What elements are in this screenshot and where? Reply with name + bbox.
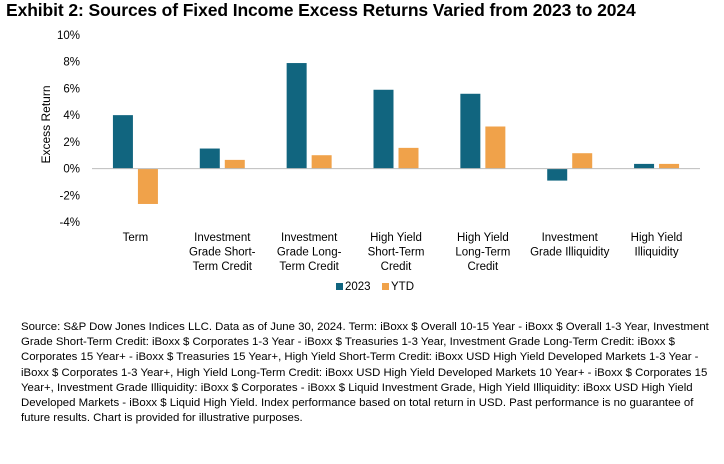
y-tick-label: 2% [63,137,80,149]
y-tick-label: -4% [60,217,80,229]
x-category-label: High Yield Long-Term Credit [455,232,510,273]
bar-chart: Excess Return -4% -2% 0% 2% 4% 6% 8% 10% Term In… [39,30,700,293]
bars [112,63,680,204]
bar-ytd-3 [398,147,419,169]
bar-2023-3 [373,89,394,169]
y-tick-label: 0% [63,164,80,176]
legend-swatch-ytd [382,283,389,290]
source-note: Source: S&P Dow Jones Indices LLC. Data … [21,321,709,425]
y-tick-label: 4% [63,110,80,122]
legend-label-2023: 2023 [345,281,371,293]
bar-ytd-4 [485,126,506,169]
y-tick-labels: -4% -2% 0% 2% 4% 6% 8% 10% [57,30,80,229]
x-category-label: High Yield Short-Term Credit [368,232,425,273]
x-category-label: High Yield Illiquidity [631,232,683,259]
y-tick-label: 6% [63,83,80,95]
bar-ytd-0 [137,168,158,204]
x-category-labels: Term Investment Grade Short-Term Credit Inv… [123,232,683,273]
bar-ytd-6 [659,163,680,169]
bar-2023-6 [634,163,655,169]
legend-label-ytd: YTD [391,281,414,293]
y-axis-title-group: Excess Return [39,85,53,163]
bar-ytd-2 [311,155,332,169]
y-tick-label: 10% [57,30,80,42]
y-tick-label: -2% [60,190,80,202]
bar-2023-4 [460,93,481,169]
legend: 2023 YTD [336,281,414,293]
legend-swatch-2023 [336,283,343,290]
bar-2023-5 [547,168,568,181]
y-tick-label: 8% [63,57,80,69]
x-category-label: Investment Grade Illiquidity [530,232,610,259]
x-category-label: Investment Grade Short-Term Credit [189,232,256,273]
bar-2023-0 [112,115,133,169]
x-category-label: Term [123,232,149,244]
bar-ytd-5 [572,153,593,169]
x-category-label: Investment Grade Long-Term Credit [277,232,342,273]
y-axis-title: Excess Return [39,85,53,163]
bar-ytd-1 [224,159,245,169]
exhibit-title: Exhibit 2: Sources of Fixed Income Exces… [6,0,636,20]
bar-2023-2 [286,63,307,169]
bar-2023-1 [199,148,220,169]
